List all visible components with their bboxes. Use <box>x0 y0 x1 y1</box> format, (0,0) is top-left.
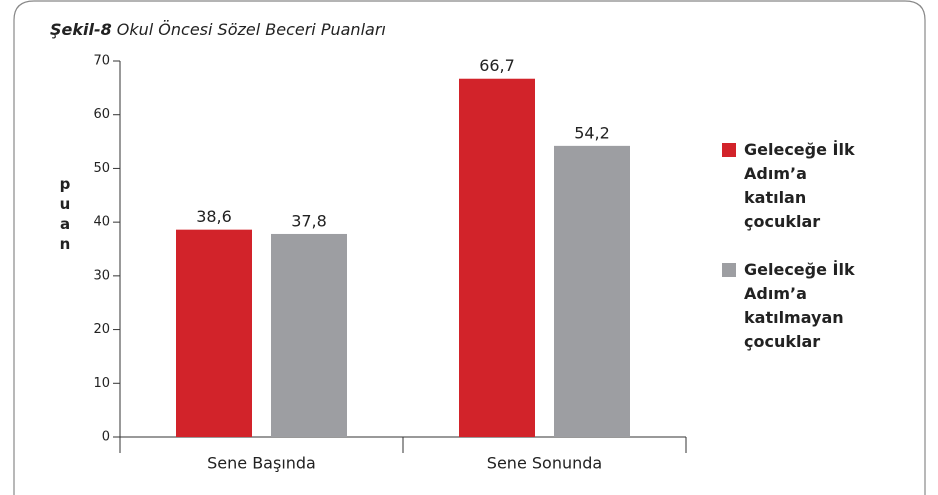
legend-swatch <box>722 263 736 277</box>
legend-item: Geleceğe İlk Adım’a katılmayan çocuklar <box>722 258 872 354</box>
y-tick-label: 30 <box>93 268 110 283</box>
frame <box>13 0 926 495</box>
value-label: 54,2 <box>574 123 610 142</box>
legend: Geleceğe İlk Adım’a katılan çocuklar Gele… <box>722 138 872 378</box>
bar <box>554 145 630 437</box>
bar <box>459 78 535 438</box>
x-tick-label: Sene Sonunda <box>487 454 602 473</box>
value-label: 37,8 <box>291 211 327 230</box>
y-tick-label: 0 <box>102 430 110 445</box>
title-text: Okul Öncesi Sözel Beceri Puanları <box>117 20 386 39</box>
figure-label: Şekil-8 <box>50 20 112 39</box>
value-label: 38,6 <box>196 207 232 226</box>
y-tick-label: 50 <box>93 161 110 176</box>
x-tick-label: Sene Başında <box>207 454 316 473</box>
legend-item: Geleceğe İlk Adım’a katılan çocuklar <box>722 138 872 234</box>
chart-title: Şekil-8 Okul Öncesi Sözel Beceri Puanları <box>50 20 386 39</box>
y-tick-label: 10 <box>93 376 110 391</box>
y-tick-label: 40 <box>93 215 110 230</box>
y-tick-label: 70 <box>93 54 110 69</box>
bar <box>176 229 252 437</box>
y-tick-label: 60 <box>93 107 110 122</box>
legend-swatch <box>722 143 736 157</box>
y-tick-label: 20 <box>93 322 110 337</box>
bar <box>271 233 347 437</box>
legend-label: Geleceğe İlk Adım’a katılmayan çocuklar <box>744 260 855 351</box>
legend-label: Geleceğe İlk Adım’a katılan çocuklar <box>744 140 855 231</box>
y-axis-label: puan <box>56 175 74 255</box>
value-label: 66,7 <box>479 56 515 75</box>
